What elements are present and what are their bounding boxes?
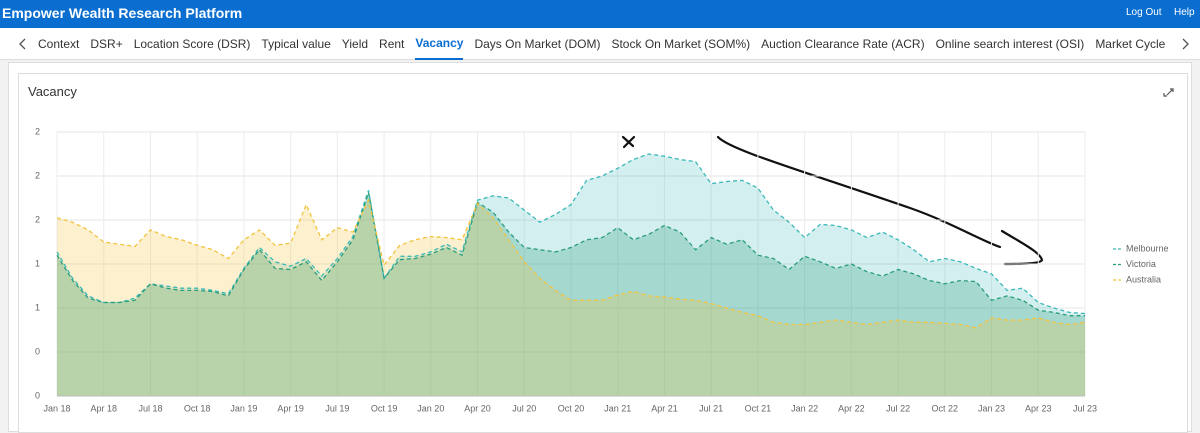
x-tick-label: Apr 22 (838, 403, 865, 413)
chart-card (18, 73, 1188, 433)
tab[interactable]: Auction Clearance Rate (ACR) (761, 37, 925, 51)
logout-link[interactable]: Log Out (1126, 7, 1162, 18)
x-tick-label: Apr 20 (464, 403, 491, 413)
scroll-right[interactable] (1180, 38, 1190, 50)
tab[interactable]: Context (38, 37, 80, 51)
y-tick-label: 0 (35, 346, 40, 356)
x-tick-label: Jan 18 (43, 403, 70, 413)
line (56, 192, 1085, 317)
y-tick-label: 1 (35, 302, 40, 312)
x-tick-label: Apr 21 (651, 403, 678, 413)
area (57, 192, 1085, 396)
x-tick-label: Jul 18 (138, 403, 162, 413)
x-tick-label: Apr 18 (90, 403, 117, 413)
tab[interactable]: Market Cycle Timing (MCT) (1095, 37, 1168, 51)
x-tick-label: Jul 21 (699, 403, 723, 413)
x-tick-label: Oct 21 (745, 403, 772, 413)
area (57, 200, 1085, 396)
x-tick-label: Oct 22 (932, 403, 959, 413)
x-tick-label: Jan 20 (417, 403, 444, 413)
x-tick-label: Apr 19 (277, 403, 304, 413)
legend-label: Melbourne (1126, 243, 1169, 253)
tab-bar: Context DSR+ Location Score (DSR) Typical v… (0, 28, 1200, 60)
tab[interactable]: Days On Market (DOM) (474, 37, 601, 51)
legend-label: Australia (1126, 274, 1161, 284)
line (56, 153, 1086, 315)
x-tick-label: Oct 18 (184, 403, 211, 413)
x-tick-label: Jul 23 (1073, 403, 1097, 413)
tab[interactable]: Yield (341, 37, 369, 51)
x-tick-label: Jul 22 (886, 403, 910, 413)
line (56, 198, 1086, 329)
x-tick-label: Oct 19 (371, 403, 398, 413)
y-tick-label: 2 (35, 170, 40, 180)
tab[interactable]: Typical value (261, 37, 331, 51)
panel-title: Vacancy (28, 84, 77, 99)
x-tick-label: Jan 21 (604, 403, 631, 413)
x-tick-label: Oct 20 (558, 403, 585, 413)
y-tick-label: 1 (35, 258, 40, 268)
scroll-left[interactable] (18, 38, 28, 50)
tab[interactable]: DSR+ (90, 37, 123, 51)
app-title: Empower Wealth Research Platform (2, 5, 243, 21)
x-tick-label: Apr 23 (1025, 403, 1052, 413)
tab-row: Context DSR+ Location Score (DSR) Typical v… (38, 28, 1168, 60)
y-tick-label: 2 (35, 214, 40, 224)
y-tick-label: 2 (35, 126, 40, 136)
y-tick-label: 0 (35, 390, 40, 400)
area (57, 154, 1085, 396)
expand-icon[interactable] (1163, 88, 1174, 97)
x-tick-label: Jan 23 (978, 403, 1005, 413)
tab[interactable]: Location Score (DSR) (133, 37, 251, 51)
tab[interactable]: Rent (379, 37, 405, 51)
legend-label: Victoria (1126, 259, 1156, 269)
x-tick-label: Jul 20 (512, 403, 536, 413)
top-bar: Empower Wealth Research Platform Log Out… (0, 0, 1200, 28)
x-tick-label: Jul 19 (325, 403, 349, 413)
x-tick-label: Jan 19 (230, 403, 257, 413)
tab[interactable]: Online search interest (OSI) (935, 37, 1085, 51)
help-link[interactable]: Help (1174, 7, 1195, 18)
tab[interactable]: Vacancy (415, 28, 464, 60)
x-tick-label: Jan 22 (791, 403, 818, 413)
tab[interactable]: Stock On Market (SOM%) (611, 37, 751, 51)
